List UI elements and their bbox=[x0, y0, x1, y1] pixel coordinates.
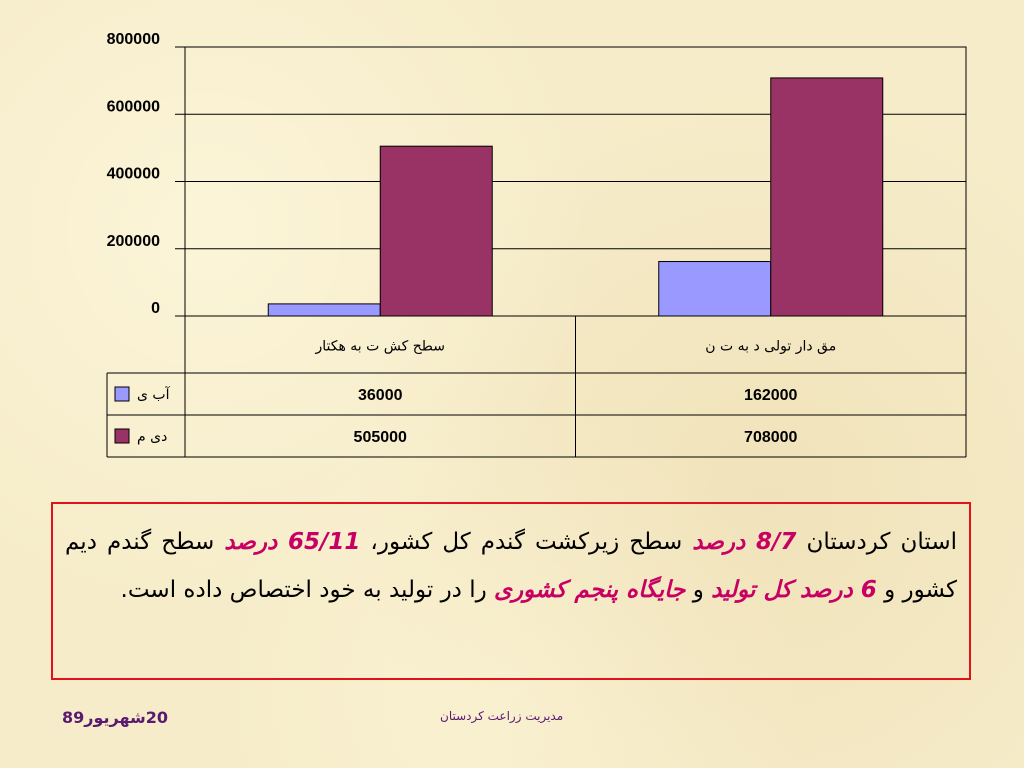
highlight-text: 65/11 درصد bbox=[224, 529, 361, 555]
highlight-text: جایگاه پنجم کشوری bbox=[494, 577, 686, 603]
table-value: 36000 bbox=[358, 387, 403, 404]
footer-date: 20شهریور89 bbox=[62, 708, 169, 727]
table-value: 708000 bbox=[744, 429, 797, 446]
description-textbox: استان کردستان 8/7 درصد سطح زیرکشت گندم ک… bbox=[51, 502, 971, 680]
bar bbox=[379, 145, 493, 317]
y-tick-label: 400000 bbox=[107, 166, 160, 183]
legend-label: آب ی bbox=[137, 386, 171, 403]
text-part: و bbox=[685, 577, 712, 603]
footer-organization: مدیریت زراعت کردستان bbox=[440, 709, 564, 723]
category-label: سطح کش ت به هکتار bbox=[314, 339, 445, 355]
y-tick-label: 800000 bbox=[107, 31, 160, 48]
legend-swatch bbox=[114, 386, 130, 402]
legend-swatch bbox=[114, 428, 130, 444]
y-tick-label: 0 bbox=[151, 300, 160, 317]
y-tick-label: 600000 bbox=[107, 98, 160, 115]
text-part: سطح زیرکشت گندم کل کشور، bbox=[360, 529, 693, 555]
y-tick-label: 200000 bbox=[107, 233, 160, 250]
text-part: را در تولید به خود اختصاص داده است. bbox=[120, 577, 495, 603]
highlight-text: 8/7 درصد bbox=[692, 529, 797, 555]
bar bbox=[658, 261, 772, 317]
bar bbox=[267, 303, 381, 317]
legend-label: دی م bbox=[137, 429, 167, 445]
table-value: 162000 bbox=[744, 387, 797, 404]
bar bbox=[770, 77, 884, 317]
data-table: سطح کش ت به هکتار مق دار تولی د به ت ن آب … bbox=[106, 316, 967, 458]
category-label: مق دار تولی د به ت ن bbox=[705, 339, 836, 355]
text-part: سطح گندم دیم کشور و bbox=[65, 529, 957, 603]
text-part: استان کردستان bbox=[796, 529, 957, 555]
bars bbox=[267, 77, 884, 317]
y-axis-ticks: 0 200000 400000 600000 800000 bbox=[107, 31, 185, 317]
table-value: 505000 bbox=[354, 429, 407, 446]
bar-chart: 0 200000 400000 600000 800000 سطح کش ت به هک… bbox=[106, 31, 967, 458]
highlight-text: 6 درصد کل تولید bbox=[711, 577, 877, 603]
